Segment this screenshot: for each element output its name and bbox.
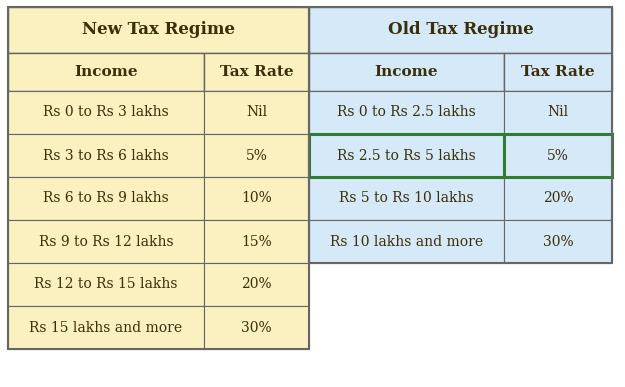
Text: Rs 15 lakhs and more: Rs 15 lakhs and more	[29, 320, 182, 334]
Bar	[309, 53, 504, 91]
Bar	[204, 91, 309, 134]
Text: 15%: 15%	[241, 235, 272, 248]
Bar	[309, 220, 504, 263]
Text: Rs 5 to Rs 10 lakhs: Rs 5 to Rs 10 lakhs	[339, 192, 474, 205]
Bar	[504, 134, 612, 177]
Text: 20%: 20%	[542, 192, 573, 205]
Bar	[8, 263, 204, 306]
Text: Old Tax Regime: Old Tax Regime	[388, 22, 533, 38]
Bar	[309, 7, 612, 263]
Bar	[8, 53, 204, 91]
Text: Rs 3 to Rs 6 lakhs: Rs 3 to Rs 6 lakhs	[43, 149, 169, 163]
Text: Nil: Nil	[548, 106, 569, 120]
Bar	[309, 7, 612, 53]
Text: Tax Rate: Tax Rate	[220, 65, 293, 79]
Text: 30%: 30%	[542, 235, 573, 248]
Text: 5%: 5%	[547, 149, 569, 163]
Bar	[309, 134, 504, 177]
Text: Nil: Nil	[246, 106, 267, 120]
Text: Rs 6 to Rs 9 lakhs: Rs 6 to Rs 9 lakhs	[43, 192, 169, 205]
Bar	[504, 53, 612, 91]
Bar	[309, 91, 504, 134]
Text: Rs 9 to Rs 12 lakhs: Rs 9 to Rs 12 lakhs	[39, 235, 173, 248]
Text: 20%: 20%	[241, 277, 272, 291]
Bar	[309, 177, 504, 220]
Bar	[8, 91, 204, 134]
Text: Income: Income	[74, 65, 138, 79]
Bar	[8, 177, 204, 220]
Bar	[8, 7, 309, 349]
Text: Rs 0 to Rs 3 lakhs: Rs 0 to Rs 3 lakhs	[43, 106, 169, 120]
Bar	[8, 306, 204, 349]
Bar	[204, 53, 309, 91]
Bar	[309, 134, 504, 177]
Bar	[204, 306, 309, 349]
Text: 10%: 10%	[241, 192, 272, 205]
Bar	[8, 220, 204, 263]
Bar	[204, 177, 309, 220]
Text: Tax Rate: Tax Rate	[521, 65, 595, 79]
Text: Rs 0 to Rs 2.5 lakhs: Rs 0 to Rs 2.5 lakhs	[337, 106, 476, 120]
Bar	[8, 134, 204, 177]
Text: Income: Income	[375, 65, 438, 79]
Bar	[204, 263, 309, 306]
Text: New Tax Regime: New Tax Regime	[82, 22, 235, 38]
Text: 30%: 30%	[241, 320, 272, 334]
Text: Rs 10 lakhs and more: Rs 10 lakhs and more	[330, 235, 483, 248]
Bar	[504, 91, 612, 134]
Bar	[204, 134, 309, 177]
Bar	[504, 177, 612, 220]
Bar	[8, 7, 309, 53]
Bar	[504, 220, 612, 263]
Text: Rs 12 to Rs 15 lakhs: Rs 12 to Rs 15 lakhs	[34, 277, 178, 291]
Bar	[204, 220, 309, 263]
Text: 5%: 5%	[246, 149, 268, 163]
Text: Rs 2.5 to Rs 5 lakhs: Rs 2.5 to Rs 5 lakhs	[337, 149, 476, 163]
